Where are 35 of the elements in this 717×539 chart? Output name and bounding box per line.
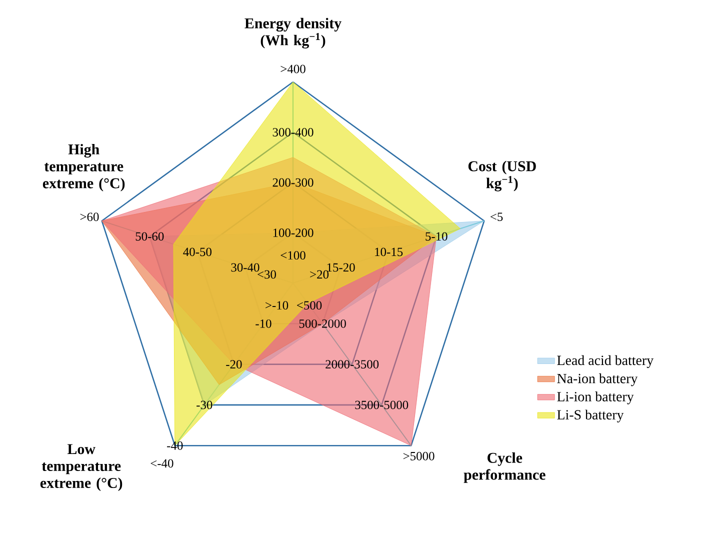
- text: 100-200: [273, 228, 314, 237]
- text: >-10: [266, 301, 288, 310]
- text: <30: [258, 270, 276, 279]
- spoke-label: High temperature extreme (°C): [42, 144, 125, 192]
- legend-label: Lead acid battery: [557, 355, 654, 368]
- text: 3500-5000: [355, 400, 408, 410]
- text: 15-20: [327, 263, 355, 272]
- text: 5-10: [426, 232, 448, 241]
- text: <500: [297, 301, 322, 310]
- text: <-40: [150, 459, 174, 468]
- text: >5000: [403, 452, 434, 460]
- spoke-label: Low temperature extreme (°C): [40, 444, 122, 492]
- text: 10-15: [375, 248, 403, 256]
- text: -30: [196, 400, 212, 410]
- text: 500-2000: [299, 319, 346, 328]
- text: 300-400: [272, 128, 314, 136]
- text: 30-40: [231, 263, 260, 272]
- text: -40: [167, 441, 183, 450]
- text: >60: [80, 212, 99, 222]
- text: 50-60: [136, 232, 164, 241]
- text: <100: [280, 251, 306, 260]
- legend-label: Li-ion battery: [557, 392, 634, 404]
- text: <5: [490, 212, 503, 222]
- legend-label: Li-S battery: [557, 410, 624, 422]
- spoke-label: Cost (USD kg$^{−1}$): [468, 160, 536, 192]
- spoke-label: Energy density (Wh kg$^{−1}$): [244, 18, 342, 48]
- text: 2000-3500: [326, 360, 379, 369]
- text: 40-50: [183, 248, 212, 256]
- text: >400: [280, 64, 306, 74]
- text: -10: [256, 319, 272, 328]
- text: >20: [310, 270, 329, 279]
- text: -20: [226, 360, 242, 369]
- spoke-label: Cycle performance: [464, 452, 546, 483]
- text: 200-300: [272, 178, 314, 187]
- legend-label: Na-ion battery: [557, 373, 638, 386]
